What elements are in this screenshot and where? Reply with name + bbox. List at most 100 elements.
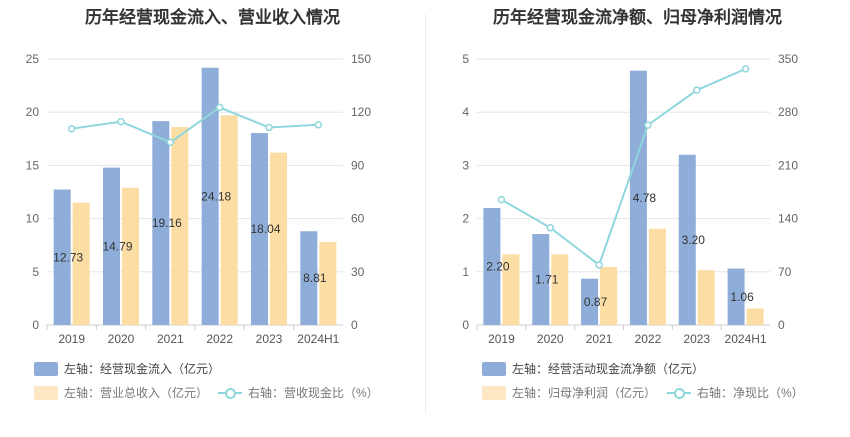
x-tick-label: 2024H1	[725, 332, 767, 346]
ratio-point[interactable]	[644, 121, 652, 129]
x-tick-label: 2020	[537, 332, 564, 346]
bar-secondary[interactable]	[220, 115, 238, 325]
bar-data-label: 1.06	[730, 290, 754, 304]
legend-item-line[interactable]: 右轴：净现比（%）	[667, 384, 804, 401]
y-right-tick-label: 60	[351, 212, 365, 226]
ratio-point[interactable]	[265, 123, 273, 132]
bar-data-label: 4.78	[633, 191, 657, 205]
legend-swatch-orange	[34, 385, 58, 400]
y-right-tick-label: 0	[351, 318, 358, 332]
y-right-tick-label: 120	[351, 105, 371, 119]
y-right-tick-label: 70	[778, 265, 792, 279]
bar-primary[interactable]	[678, 154, 696, 325]
bar-primary[interactable]	[53, 189, 71, 325]
y-right-tick-label: 210	[778, 158, 798, 172]
bar-secondary[interactable]	[600, 267, 618, 325]
y-right-tick-label: 140	[778, 212, 798, 226]
bar-data-label: 0.87	[584, 295, 608, 309]
y-right-tick-label: 0	[778, 318, 785, 332]
y-left-tick-label: 10	[26, 212, 40, 226]
bar-secondary[interactable]	[551, 254, 569, 325]
chart-title: 历年经营现金流入、营业收入情况	[85, 8, 340, 27]
legend-item-line[interactable]: 右轴：营收现金比（%）	[218, 384, 379, 401]
y-right-tick-label: 90	[351, 158, 365, 172]
x-tick-label: 2020	[108, 332, 135, 346]
legend-swatch-blue	[482, 361, 506, 376]
bar-data-label: 8.81	[303, 271, 327, 285]
bar-primary[interactable]	[483, 207, 501, 325]
ratio-point[interactable]	[546, 223, 554, 232]
legend-label: 右轴：净现比（%）	[697, 386, 804, 400]
bar-data-label: 2.20	[486, 259, 510, 273]
bar-data-label: 19.16	[152, 216, 182, 230]
y-left-tick-label: 1	[462, 265, 469, 279]
bar-data-label: 24.18	[201, 189, 231, 203]
legend-item-bar-2[interactable]: 左轴：归母净利润（亿元）	[482, 384, 656, 401]
bar-primary[interactable]	[532, 234, 550, 325]
bar-secondary[interactable]	[502, 254, 520, 325]
ratio-point[interactable]	[497, 195, 506, 204]
y-left-tick-label: 3	[462, 158, 469, 172]
bar-primary[interactable]	[727, 268, 745, 325]
bar-primary[interactable]	[201, 67, 219, 326]
bar-primary[interactable]	[251, 133, 268, 325]
legend-label: 左轴：经营活动现金流净额（亿元）	[512, 362, 705, 376]
bar-secondary[interactable]	[72, 202, 90, 325]
chart-plot: 0 1 2 3 4 5 0 70 140 210 280 350 2019 2020 2021 2022 202…	[462, 52, 798, 346]
ratio-point[interactable]	[314, 121, 323, 129]
bar-secondary[interactable]	[697, 270, 715, 325]
bar-secondary[interactable]	[270, 152, 287, 325]
bar-secondary[interactable]	[319, 242, 337, 325]
ratio-point[interactable]	[67, 124, 76, 133]
ratio-point[interactable]	[741, 65, 750, 73]
ratio-point[interactable]	[595, 261, 603, 269]
chart-panel-net-cash: 历年经营现金流净额、归母净利润情况 0 1 2 3 4 5 0 70 140 210 280 350 2…	[425, 0, 850, 437]
chart-plot: 0 5 10 15 20 25 0 30 60 90 120 150 2019 2020 2021 2022 2…	[26, 52, 372, 346]
ratio-point[interactable]	[166, 138, 175, 147]
bar-secondary[interactable]	[171, 127, 189, 325]
y-left-tick-label: 2	[462, 212, 469, 226]
bar-primary[interactable]	[300, 231, 318, 325]
x-tick-label: 2024H1	[297, 332, 339, 346]
y-left-tick-label: 0	[32, 318, 39, 332]
bar-secondary[interactable]	[122, 187, 139, 325]
bar-data-label: 12.73	[53, 250, 83, 264]
panel-divider	[425, 14, 426, 414]
legend-swatch-orange	[482, 385, 506, 400]
chart-title: 历年经营现金流净额、归母净利润情况	[493, 8, 782, 27]
ratio-point[interactable]	[117, 117, 125, 126]
bar-secondary[interactable]	[746, 308, 764, 325]
ratio-point[interactable]	[693, 86, 701, 94]
legend-label: 左轴：归母净利润（亿元）	[512, 386, 657, 400]
legend-swatch-line	[218, 386, 242, 400]
bar-primary[interactable]	[629, 70, 647, 325]
y-left-tick-label: 4	[462, 105, 469, 119]
x-tick-label: 2023	[256, 332, 283, 346]
y-left-tick-label: 5	[32, 265, 39, 279]
chart-panel-cash-inflow: 历年经营现金流入、营业收入情况 0 5 10 15 20 25 0 30 60 90 120 150 2…	[26, 8, 379, 401]
ratio-point[interactable]	[215, 103, 224, 112]
x-tick-label: 2019	[58, 332, 85, 346]
bar-secondary[interactable]	[648, 228, 666, 325]
y-right-tick-label: 150	[351, 52, 371, 66]
y-left-tick-label: 0	[462, 318, 469, 332]
legend-item-bar-1[interactable]: 左轴：经营活动现金流净额（亿元）	[482, 360, 704, 377]
y-left-tick-label: 15	[26, 158, 40, 172]
legend-item-bar-2[interactable]: 左轴：营业总收入（亿元）	[34, 384, 208, 401]
legend-item-bar-1[interactable]: 左轴：经营现金流入（亿元）	[34, 360, 220, 377]
y-right-tick-label: 350	[778, 52, 798, 66]
x-tick-label: 2022	[635, 332, 662, 346]
bar-data-label: 1.71	[535, 273, 559, 287]
y-left-tick-label: 5	[462, 52, 469, 66]
bar-primary[interactable]	[152, 121, 170, 325]
y-right-tick-label: 280	[778, 105, 798, 119]
x-tick-label: 2021	[157, 332, 184, 346]
bar-primary[interactable]	[103, 167, 120, 325]
bar-primary[interactable]	[581, 278, 599, 325]
y-left-tick-label: 20	[26, 105, 40, 119]
bar-data-label: 18.04	[250, 222, 280, 236]
legend-swatch-blue	[34, 361, 58, 376]
legend-swatch-line	[667, 386, 691, 400]
x-tick-label: 2019	[488, 332, 515, 346]
